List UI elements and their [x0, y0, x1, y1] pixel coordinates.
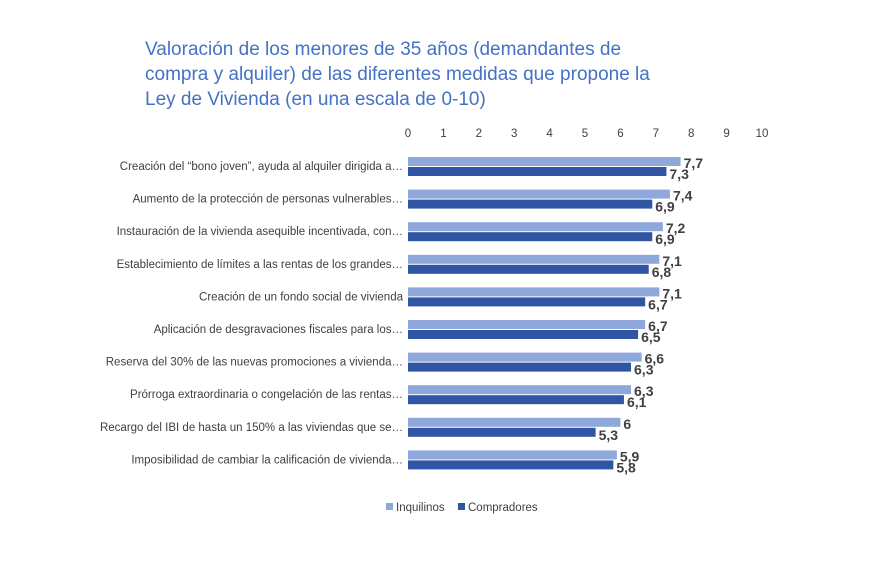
x-tick-label: 6 — [617, 128, 623, 140]
x-tick-label: 10 — [756, 128, 769, 140]
bar-compradores — [408, 167, 667, 176]
bar-inquilinos — [408, 450, 617, 460]
category-label: Imposibilidad de cambiar la calificación… — [131, 454, 403, 466]
data-label-inquilinos: 7,7 — [684, 155, 704, 171]
data-label-inquilinos: 6,6 — [645, 351, 665, 367]
chart-title-line-3: Ley de Vivienda (en una escala de 0-10) — [145, 89, 486, 110]
data-label-compradores: 5,8 — [616, 459, 636, 475]
data-label-compradores: 6,9 — [655, 231, 675, 247]
bar-inquilinos — [408, 352, 642, 362]
bar-inquilinos — [408, 157, 681, 166]
data-label-inquilinos: 7,1 — [662, 253, 682, 269]
category-label: Reserva del 30% de las nuevas promocione… — [106, 357, 403, 369]
bars — [408, 157, 681, 470]
data-label-inquilinos: 6 — [623, 416, 631, 432]
bar-compradores — [408, 232, 653, 242]
category-label: Instauración de la vivienda asequible in… — [117, 226, 403, 238]
x-tick-label: 9 — [723, 128, 729, 140]
bar-compradores — [408, 297, 646, 307]
category-label: Establecimiento de límites a las rentas … — [117, 259, 403, 271]
category-label: Recargo del IBI de hasta un 150% a las v… — [100, 422, 403, 434]
data-label-compradores: 6,9 — [655, 199, 675, 215]
legend: Inquilinos Compradores — [386, 502, 538, 514]
data-label-compradores: 6,1 — [627, 394, 647, 410]
bar-inquilinos — [408, 287, 660, 297]
bar-inquilinos — [408, 222, 663, 232]
bar-compradores — [408, 427, 596, 437]
category-label: Creación de un fondo social de vivienda — [199, 291, 404, 303]
bar-compradores — [408, 362, 632, 372]
bar-compradores — [408, 199, 653, 209]
data-label-compradores: 6,7 — [648, 296, 668, 312]
x-tick-label: 4 — [546, 128, 553, 140]
legend-swatch-compradores — [458, 503, 465, 510]
data-label-inquilinos: 5,9 — [620, 448, 640, 464]
bar-inquilinos — [408, 320, 646, 329]
chart-title-line-1: Valoración de los menores de 35 años (de… — [145, 39, 621, 60]
chart-title-line-2: compra y alquiler) de las diferentes med… — [145, 64, 650, 85]
data-label-inquilinos: 6,7 — [648, 318, 668, 334]
x-tick-label: 2 — [476, 128, 482, 140]
x-tick-label: 1 — [440, 128, 446, 140]
data-label-compradores: 6,5 — [641, 329, 661, 345]
data-label-inquilinos: 6,3 — [634, 383, 654, 399]
chart-title: Valoración de los menores de 35 años (de… — [145, 39, 650, 110]
category-label: Aplicación de desgravaciones fiscales pa… — [154, 324, 403, 336]
data-label-inquilinos: 7,4 — [673, 188, 693, 204]
x-tick-label: 8 — [688, 128, 694, 140]
x-axis-ticks: 0 1 2 3 4 5 6 7 8 9 10 — [405, 128, 769, 140]
category-label: Creación del “bono joven”, ayuda al alqu… — [120, 161, 403, 173]
bar-inquilinos — [408, 189, 670, 199]
data-label-compradores: 7,3 — [669, 166, 689, 182]
x-tick-label: 7 — [653, 128, 659, 140]
bar-inquilinos — [408, 385, 632, 395]
data-label-inquilinos: 7,2 — [666, 220, 686, 236]
bar-compradores — [408, 395, 624, 405]
bar-inquilinos — [408, 417, 621, 427]
category-labels: Creación del “bono joven”, ayuda al alqu… — [100, 161, 404, 466]
data-label-compradores: 6,3 — [634, 362, 654, 378]
legend-label-compradores: Compradores — [468, 502, 538, 514]
category-label: Aumento de la protección de personas vul… — [133, 194, 403, 206]
bar-compradores — [408, 330, 639, 339]
x-tick-label: 5 — [582, 128, 588, 140]
x-tick-label: 3 — [511, 128, 517, 140]
category-label: Prórroga extraordinaria o congelación de… — [130, 389, 403, 401]
data-label-compradores: 5,3 — [599, 427, 619, 443]
bar-compradores — [408, 264, 649, 274]
bar-compradores — [408, 460, 614, 470]
data-labels: 7,77,37,46,97,26,97,16,87,16,76,76,56,66… — [599, 155, 704, 475]
data-label-compradores: 6,8 — [652, 264, 672, 280]
data-label-inquilinos: 7,1 — [662, 285, 682, 301]
legend-swatch-inquilinos — [386, 503, 393, 510]
legend-label-inquilinos: Inquilinos — [396, 502, 445, 514]
x-tick-label: 0 — [405, 128, 411, 140]
bar-inquilinos — [408, 254, 660, 264]
